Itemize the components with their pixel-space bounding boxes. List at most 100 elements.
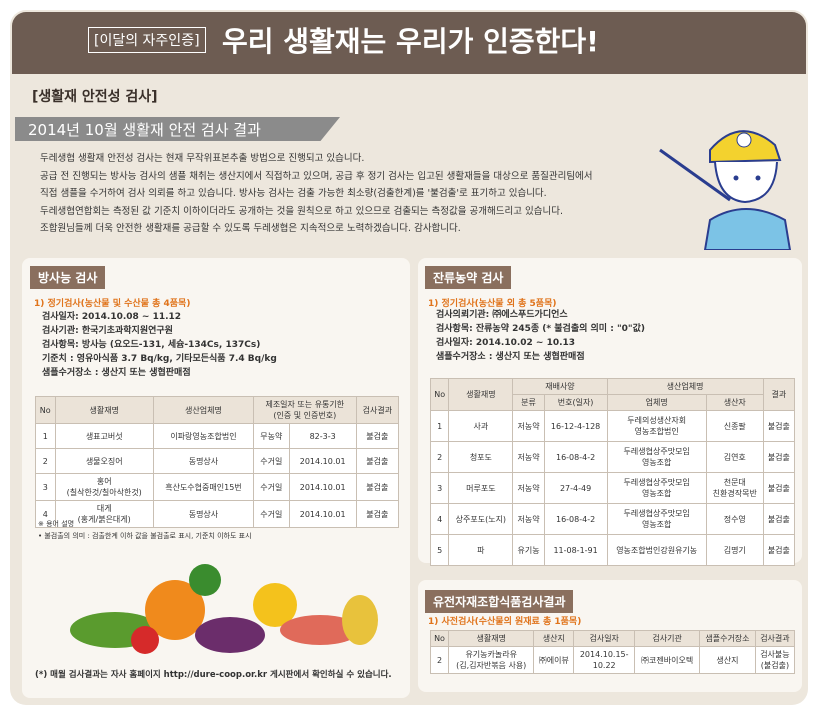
- header-band: [12, 12, 806, 74]
- gmo-subtitle: 1) 사전검사(수산물의 원재료 총 1품목): [428, 617, 582, 627]
- section-title: 2014년 10월 생활재 안전 검사 결과: [28, 121, 261, 139]
- table-row: 3 머루포도 저농약 27-4-49 두레생협상주맛모임 영농조합 천문대 친환경작목반 불…: [429, 472, 796, 504]
- table-cell: 불검출: [355, 423, 400, 449]
- table-header: 검사결과: [355, 396, 400, 424]
- gmo-label: 유전자재조합식품검사결과: [425, 590, 574, 613]
- table-cell: 유기농카놀라유 (김,김자반볶음 사용): [448, 646, 535, 674]
- table-cell: 2: [429, 441, 450, 473]
- table-cell: 두레생협상주맛모임 영농조합: [606, 503, 707, 535]
- note: ※ 용어 설명: [38, 520, 75, 528]
- table-cell: 저농약: [512, 410, 545, 442]
- header-tag: [이달의 자주인증]: [88, 27, 206, 53]
- radiation-table: No 생활재명 생산업체명 제조일자 또는 유통기한 (인증 및 인증번호) 검사결과 1…: [35, 396, 400, 528]
- footer: (*) 매월 검사결과는 자사 홈페이지 http://dure-coop.or…: [35, 670, 392, 680]
- table-cell: 불검출: [762, 410, 796, 442]
- pesticide-subtitle: 1) 정기검사(농산물 외 총 5품목): [428, 299, 557, 309]
- table-header: 검사결과: [754, 630, 796, 647]
- radiation-info: 검사일자: 2014.10.08 ~ 11.12 검사기관: 한국기초과학지원연구…: [42, 310, 277, 380]
- table-header: 생산업체명: [606, 378, 764, 395]
- table-cell: 불검출: [762, 441, 796, 473]
- table-cell: 청포도: [448, 441, 514, 473]
- table-cell: 수거일: [252, 448, 290, 474]
- table-header: 검사기관: [634, 630, 701, 647]
- table-cell: 생산지: [699, 646, 756, 674]
- info-line: 검사일자: 2014.10.08 ~ 11.12: [42, 312, 182, 322]
- info-line: 검사기관: 한국기초과학지원연구원: [42, 326, 173, 336]
- table-row: 1 사과 저농약 16-12-4-128 두레의성생산자회 영농조합법인 신종팔 불검출: [429, 410, 796, 442]
- vegetables: [70, 564, 378, 654]
- info-line: 검사항목: 방사능 (요오드-131, 세슘-134Cs, 137Cs): [42, 340, 261, 350]
- info-line: 샘플수거장소 : 생산지 또는 생협판매점: [436, 352, 585, 362]
- table-cell: 파: [448, 534, 514, 566]
- table-cell: 두레생협상주맛모임 영농조합: [606, 441, 707, 473]
- mascot: [659, 130, 792, 250]
- intro-line: 두레생협 생활재 안전성 검사는 현재 무작위표본추출 방법으로 진행되고 있습…: [40, 153, 365, 164]
- table-header-row: No 생활재명 생산업체명 제조일자 또는 유통기한 (인증 및 인증번호) 검사결과: [35, 396, 400, 424]
- table-cell: 김연호: [705, 441, 764, 473]
- info-line: 검사의뢰기관: ㈜에스푸드가디언스: [436, 310, 568, 320]
- table-cell: 불검출: [355, 448, 400, 474]
- table-cell: 영농조합법인강원유기농: [606, 534, 707, 566]
- info-line: 검사항목: 잔류농약 245종 (* 불검출의 의미 : "0"값): [436, 324, 645, 334]
- table-cell: 신종팔: [705, 410, 764, 442]
- table-cell: 11-08-1-91: [543, 534, 608, 566]
- table-cell: 동명상사: [152, 500, 254, 528]
- table-header: 생산자: [705, 394, 764, 411]
- table-cell: 정수영: [705, 503, 764, 535]
- table-cell: 16-08-4-2: [543, 441, 608, 473]
- gmo-table-wrap: No 생활재명 생산지 검사일자 검사기관 샘플수거장소 검사결과 2 유기농카놀라유 (김,김…: [429, 630, 796, 674]
- intro: 두레생협 생활재 안전성 검사는 현재 무작위표본추출 방법으로 진행되고 있습…: [40, 150, 593, 238]
- table-header: 생산지: [533, 630, 575, 647]
- pesticide-table: No 생활재명 재배사양 생산업체명 결과 분류 번호(일자) 업체명 생산자 1 사과 저농약 16-…: [429, 378, 796, 566]
- table-cell: 저농약: [512, 503, 545, 535]
- table-cell: 천문대 친환경작목반: [705, 472, 764, 504]
- table-cell: 2: [429, 646, 450, 674]
- gmo-table: No 생활재명 생산지 검사일자 검사기관 샘플수거장소 검사결과 2 유기농카놀라유 (김,김…: [429, 630, 796, 674]
- info-line: 기준치 : 영유아식품 3.7 Bq/kg, 기타모든식품 7.4 Bq/kg: [42, 354, 277, 364]
- table-row: 2 생물오징어 동명상사 수거일 2014.10.01 불검출: [35, 448, 400, 474]
- table-cell: 2: [35, 448, 56, 474]
- table-cell: 동명상사: [152, 448, 254, 474]
- table-header: 재배사양: [512, 378, 608, 395]
- table-cell: 유기농: [512, 534, 545, 566]
- table-row: 2 유기농카놀라유 (김,김자반볶음 사용) ㈜에이뷰 2014.10.15- 10.…: [429, 646, 796, 674]
- table-header: 샘플수거장소: [699, 630, 756, 647]
- table-cell: 두레생협상주맛모임 영농조합: [606, 472, 707, 504]
- table-cell: 검사불능 (불검출): [754, 646, 796, 674]
- table-header: 제조일자 또는 유통기한 (인증 및 인증번호): [252, 396, 357, 424]
- table-cell: 불검출: [762, 534, 796, 566]
- table-header: 업체명: [606, 394, 707, 411]
- table-cell: 사과: [448, 410, 514, 442]
- radiation-table-wrap: No 생활재명 생산업체명 제조일자 또는 유통기한 (인증 및 인증번호) 검사결과 1…: [35, 396, 400, 528]
- header-title: 우리 생활재는 우리가 인증한다!: [222, 25, 599, 58]
- table-cell: 무농약: [252, 423, 290, 449]
- table-cell: 2014.10.15- 10.22: [573, 646, 636, 674]
- table-cell: 2014.10.01: [288, 448, 357, 474]
- table-header: No: [429, 378, 450, 411]
- table-cell: 수거일: [252, 473, 290, 501]
- table-header: 생활재명: [448, 630, 535, 647]
- note: • 불검출의 의미 : 검출한계 이하 값을 불검출로 표시, 기준치 이하도 …: [38, 532, 252, 540]
- table-header: 번호(일자): [543, 394, 608, 411]
- radiation-subtitle: 1) 정기검사(농산물 및 수산물 총 4품목): [34, 299, 191, 309]
- intro-line: 두레생협연합회는 측정된 값 기준치 이하이더라도 공개하는 것을 원칙으로 하…: [40, 205, 563, 217]
- pesticide-label: 잔류농약 검사: [425, 266, 512, 289]
- table-header-row: 분류 번호(일자) 업체명 생산자: [431, 394, 795, 411]
- table-cell: 1: [429, 410, 450, 442]
- table-cell: 16-08-4-2: [543, 503, 608, 535]
- table-cell: 저농약: [512, 472, 545, 504]
- table-cell: 16-12-4-128: [543, 410, 608, 442]
- table-cell: 흑산도수협중매인15번: [152, 473, 254, 501]
- table-row: 3 홍어 (칠삭한것/칠아삭한것) 흑산도수협중매인15번 수거일 2014.10.01…: [35, 473, 400, 501]
- table-cell: 불검출: [762, 472, 796, 504]
- table-cell: 불검출: [355, 473, 400, 501]
- table-cell: 불검출: [762, 503, 796, 535]
- table-cell: ㈜코젠바이오텍: [634, 646, 701, 674]
- table-cell: 생표고버섯: [54, 423, 154, 449]
- info-line: 샘플수거장소 : 생산지 또는 생협판매점: [42, 368, 191, 378]
- pesticide-table-wrap: No 생활재명 재배사양 생산업체명 결과 분류 번호(일자) 업체명 생산자 1 사과 저농약 16-…: [429, 378, 796, 566]
- intro-line: 조합원님들께 더욱 안전한 생활재를 공급할 수 있도록 두레생협은 지속적으로…: [40, 223, 461, 235]
- table-header: No: [429, 630, 450, 647]
